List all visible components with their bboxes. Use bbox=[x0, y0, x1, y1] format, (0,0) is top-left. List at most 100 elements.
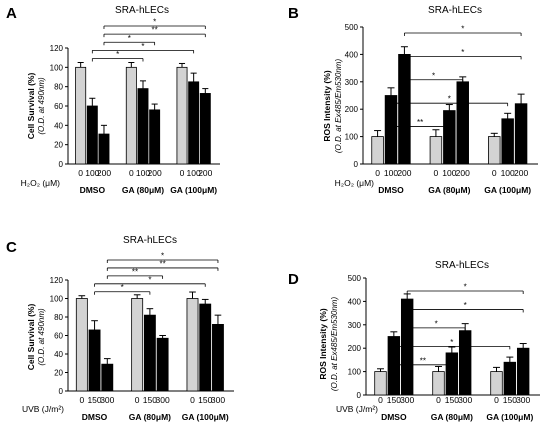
dose-label: 0 bbox=[434, 168, 439, 178]
panel-letter: B bbox=[288, 5, 299, 22]
bar bbox=[88, 329, 101, 392]
significance-label: * bbox=[461, 48, 464, 57]
bar bbox=[143, 314, 156, 392]
dose-label: 100 bbox=[85, 168, 99, 178]
group-label: GA (100μM) bbox=[170, 185, 217, 195]
dose-label: 0 bbox=[375, 168, 380, 178]
chart-title: SRA-hLECs bbox=[123, 235, 177, 246]
significance-label: * bbox=[148, 275, 151, 284]
panel-d: D SRA-hLECs ROS Intensity (%) (O.D. at E… bbox=[288, 260, 540, 422]
y-tick-label: 500 bbox=[348, 274, 362, 283]
y-tick-label: 100 bbox=[345, 133, 359, 142]
y-tick-label: 120 bbox=[50, 44, 64, 53]
significance-label: * bbox=[116, 50, 119, 59]
dose-label: 150 bbox=[198, 395, 212, 405]
dose-label: 200 bbox=[97, 168, 111, 178]
bar bbox=[86, 105, 98, 165]
bar bbox=[137, 88, 149, 165]
dose-label: 0 bbox=[492, 168, 497, 178]
significance-label: * bbox=[464, 301, 467, 310]
panel-a: A SRA-hLECs Cell Survival (%) (O.D. at 4… bbox=[6, 5, 220, 195]
bar bbox=[488, 136, 501, 165]
dose-label: 100 bbox=[501, 168, 515, 178]
bar bbox=[131, 298, 144, 392]
significance-label: ** bbox=[132, 267, 138, 276]
dose-label: 0 bbox=[378, 395, 383, 405]
dose-label: 150 bbox=[87, 395, 101, 405]
bar bbox=[212, 323, 224, 392]
significance-label: * bbox=[448, 95, 451, 104]
group-label: DMSO bbox=[82, 412, 108, 422]
y-tick-label: 300 bbox=[348, 321, 362, 330]
group-label: GA (80μM) bbox=[122, 185, 164, 195]
dose-label: 100 bbox=[384, 168, 398, 178]
dose-label: 100 bbox=[136, 168, 150, 178]
dose-label: 0 bbox=[129, 168, 134, 178]
dose-label: 200 bbox=[514, 168, 528, 178]
bar bbox=[400, 298, 414, 396]
bar bbox=[188, 81, 200, 165]
group-label: GA (100μM) bbox=[484, 185, 531, 195]
dose-label: 0 bbox=[180, 168, 185, 178]
y-tick-label: 400 bbox=[348, 297, 362, 306]
bar bbox=[445, 352, 459, 396]
significance-label: * bbox=[461, 25, 464, 34]
bar bbox=[501, 118, 514, 165]
dose-label: 0 bbox=[79, 395, 84, 405]
bar bbox=[443, 110, 456, 165]
group-label: DMSO bbox=[80, 185, 106, 195]
significance-label: * bbox=[121, 283, 124, 292]
y-axis-sublabel: (O.D. at 490nm) bbox=[37, 77, 46, 135]
dose-label: 200 bbox=[148, 168, 162, 178]
group-label: GA (80μM) bbox=[428, 185, 470, 195]
y-tick-label: 200 bbox=[348, 344, 362, 353]
bar bbox=[429, 136, 443, 165]
y-tick-label: 20 bbox=[54, 369, 63, 378]
dose-label: 0 bbox=[436, 395, 441, 405]
y-tick-label: 20 bbox=[54, 141, 63, 150]
chart-title: SRA-hLECs bbox=[115, 5, 169, 16]
dose-label: 100 bbox=[187, 168, 201, 178]
y-axis-sublabel: (O.D. at Ex485/Em530nm) bbox=[334, 59, 343, 154]
y-tick-label: 400 bbox=[345, 50, 359, 59]
group-label: DMSO bbox=[381, 412, 407, 422]
group-label: GA (80μM) bbox=[431, 412, 473, 422]
y-tick-label: 80 bbox=[54, 313, 63, 322]
dose-label: 150 bbox=[387, 395, 401, 405]
chart-title: SRA-hLECs bbox=[428, 5, 482, 16]
significance-label: ** bbox=[420, 356, 426, 365]
dose-label: 100 bbox=[442, 168, 456, 178]
y-tick-label: 40 bbox=[54, 350, 63, 359]
treatment-label: H₂O₂ (μM) bbox=[21, 178, 61, 188]
dose-label: 0 bbox=[78, 168, 83, 178]
bar bbox=[516, 347, 530, 396]
y-tick-label: 0 bbox=[354, 160, 359, 169]
bar bbox=[199, 303, 212, 392]
significance-label: * bbox=[128, 34, 131, 43]
significance-label: * bbox=[432, 71, 435, 80]
dose-label: 300 bbox=[516, 395, 530, 405]
bar bbox=[503, 361, 517, 396]
panel-b: B SRA-hLECs ROS Intensity (%) (O.D. at E… bbox=[288, 5, 538, 195]
y-tick-label: 60 bbox=[54, 102, 63, 111]
y-axis-label: Cell Survival (%) bbox=[26, 304, 36, 371]
bar bbox=[98, 133, 110, 165]
group-label: GA (80μM) bbox=[129, 412, 171, 422]
y-tick-label: 100 bbox=[348, 368, 362, 377]
bar bbox=[514, 103, 528, 165]
dose-label: 0 bbox=[494, 395, 499, 405]
y-tick-label: 60 bbox=[54, 332, 63, 341]
bar bbox=[176, 66, 188, 165]
significance-label: * bbox=[435, 319, 438, 328]
significance-label: ** bbox=[417, 118, 423, 127]
y-axis-sublabel: (O.D. at Ex485/Em530nm) bbox=[330, 297, 339, 392]
bar bbox=[374, 371, 387, 396]
y-axis-label: ROS Intensity (%) bbox=[318, 308, 328, 379]
dose-label: 150 bbox=[143, 395, 157, 405]
bar bbox=[371, 136, 384, 165]
dose-label: 150 bbox=[445, 395, 459, 405]
bar bbox=[456, 81, 469, 165]
y-tick-label: 300 bbox=[345, 78, 359, 87]
y-tick-label: 100 bbox=[50, 295, 64, 304]
